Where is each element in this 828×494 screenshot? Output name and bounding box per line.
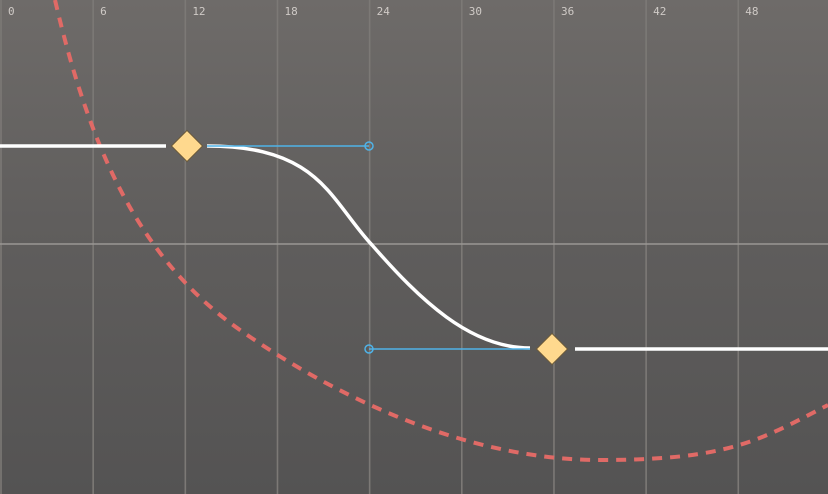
keyframe-frame-12[interactable] bbox=[170, 129, 204, 163]
tangent-handle-in[interactable] bbox=[364, 344, 374, 354]
tangent-handle-out[interactable] bbox=[364, 141, 374, 151]
keyframe-diamond[interactable] bbox=[535, 332, 569, 366]
curve-segment-ease[interactable] bbox=[206, 144, 531, 350]
ruler-tick-label: 24 bbox=[377, 5, 391, 18]
ruler-tick-label: 30 bbox=[469, 5, 482, 18]
keyframe-frame-36[interactable] bbox=[535, 332, 569, 366]
ruler-tick-label: 0 bbox=[8, 5, 15, 18]
ruler-tick-label: 6 bbox=[100, 5, 107, 18]
ruler-tick-label: 36 bbox=[561, 5, 574, 18]
ruler-tick-label: 18 bbox=[284, 5, 297, 18]
ruler-tick-label: 42 bbox=[653, 5, 666, 18]
keyframe-diamond[interactable] bbox=[170, 129, 204, 163]
frame-grid bbox=[0, 0, 740, 494]
frame-ruler[interactable]: 0 6 12 18 24 30 36 42 48 bbox=[8, 5, 759, 18]
reference-curve-dashed bbox=[53, 0, 828, 463]
ruler-tick-label: 48 bbox=[745, 5, 758, 18]
ruler-tick-label: 12 bbox=[192, 5, 205, 18]
